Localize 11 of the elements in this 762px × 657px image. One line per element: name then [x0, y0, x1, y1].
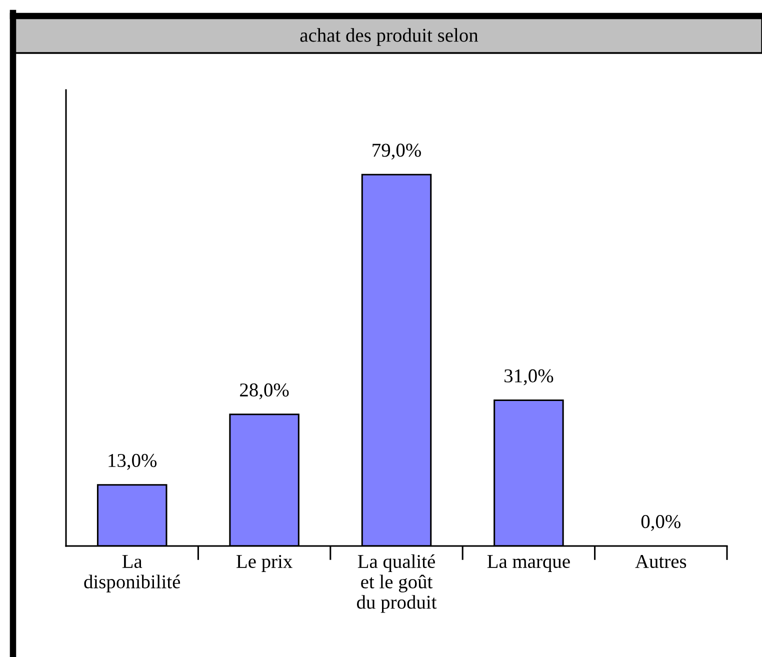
x-tick-label: La marque [487, 555, 570, 572]
data-label: 79,0% [372, 144, 421, 160]
x-tick-label: Autres [635, 554, 686, 568]
data-label: 13,0% [108, 454, 157, 470]
chart-title: achat des produit selon [300, 28, 478, 46]
data-label: 28,0% [240, 383, 289, 400]
data-label: 0,0% [641, 515, 680, 531]
x-tick-label: La qualité et le goût du produit [356, 554, 437, 613]
x-tick-label: La disponibilité [84, 555, 180, 592]
x-tick-label: Le prix [236, 554, 292, 572]
data-label: 31,0% [504, 369, 554, 386]
